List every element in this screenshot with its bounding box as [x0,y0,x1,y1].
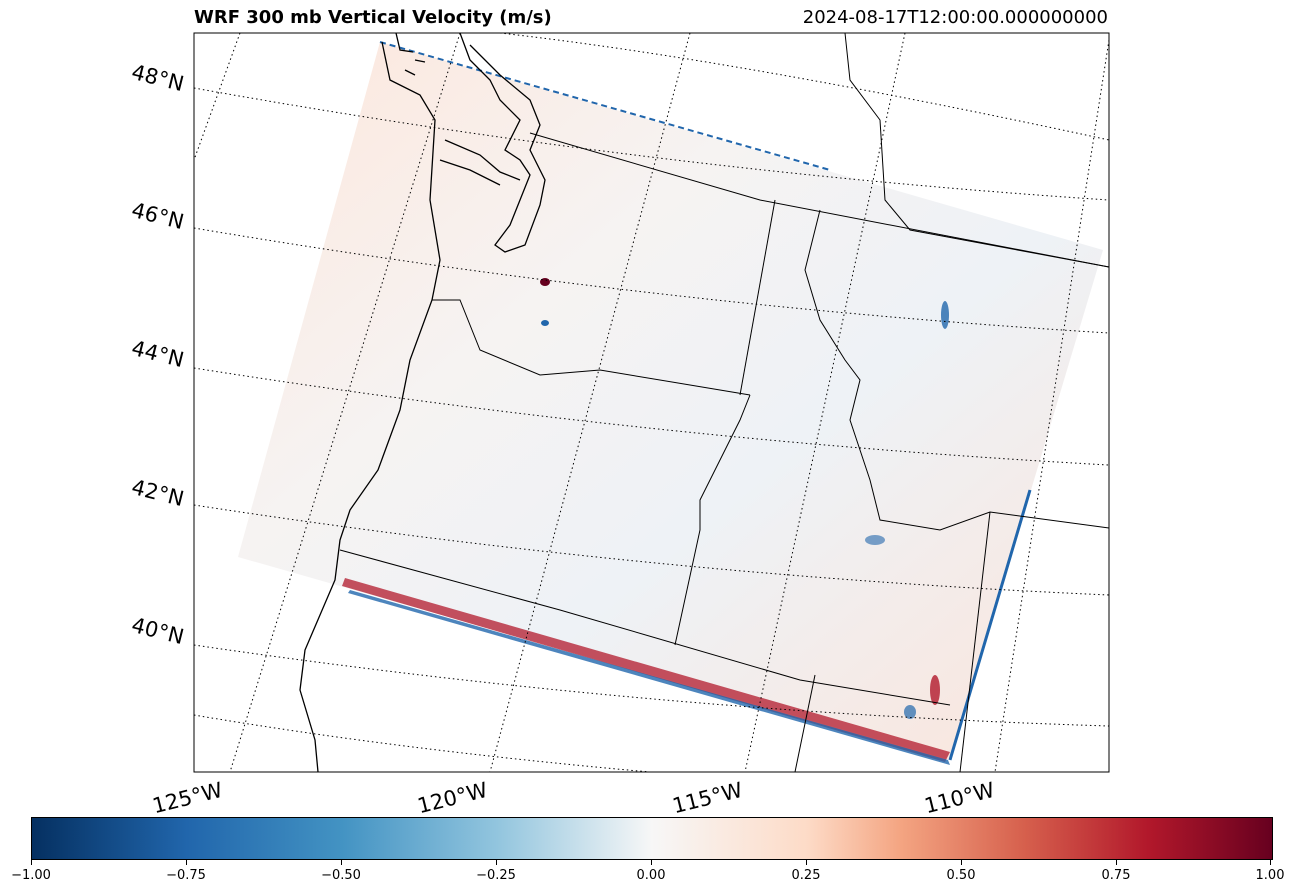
colorbar-tick-label: −0.25 [476,868,516,883]
colorbar-tick-label: −0.75 [166,868,206,883]
state-borders [339,33,1109,772]
southern-boundary-band [342,578,950,762]
map-frame [193,32,1110,773]
colorbar-tick [961,859,962,865]
colorbar-tick [31,859,32,865]
colorbar-tick-label: −1.00 [11,868,51,883]
colorbar-tick [1116,859,1117,865]
colorbar-tick [496,859,497,865]
colorbar-tick-label: 0.00 [636,868,666,883]
valid-time: 2024-08-17T12:00:00.000000000 [802,7,1108,28]
colorbar-tick [186,859,187,865]
colorbar-tick [806,859,807,865]
colorbar-tick-label: −0.50 [321,868,361,883]
graticule [194,33,1109,772]
colorbar-tick [341,859,342,865]
coastline [299,33,546,772]
colorbar-tick-label: 1.00 [1255,868,1285,883]
wrf-domain-field [238,42,1103,760]
colorbar-tick [1270,859,1271,865]
colorbar [31,817,1273,860]
colorbar-tick [651,859,652,865]
colorbar-tick-label: 0.75 [1101,868,1131,883]
colorbar-tick-label: 0.50 [946,868,976,883]
colorbar-tick-label: 0.25 [791,868,821,883]
map-title: WRF 300 mb Vertical Velocity (m/s) [194,7,552,28]
